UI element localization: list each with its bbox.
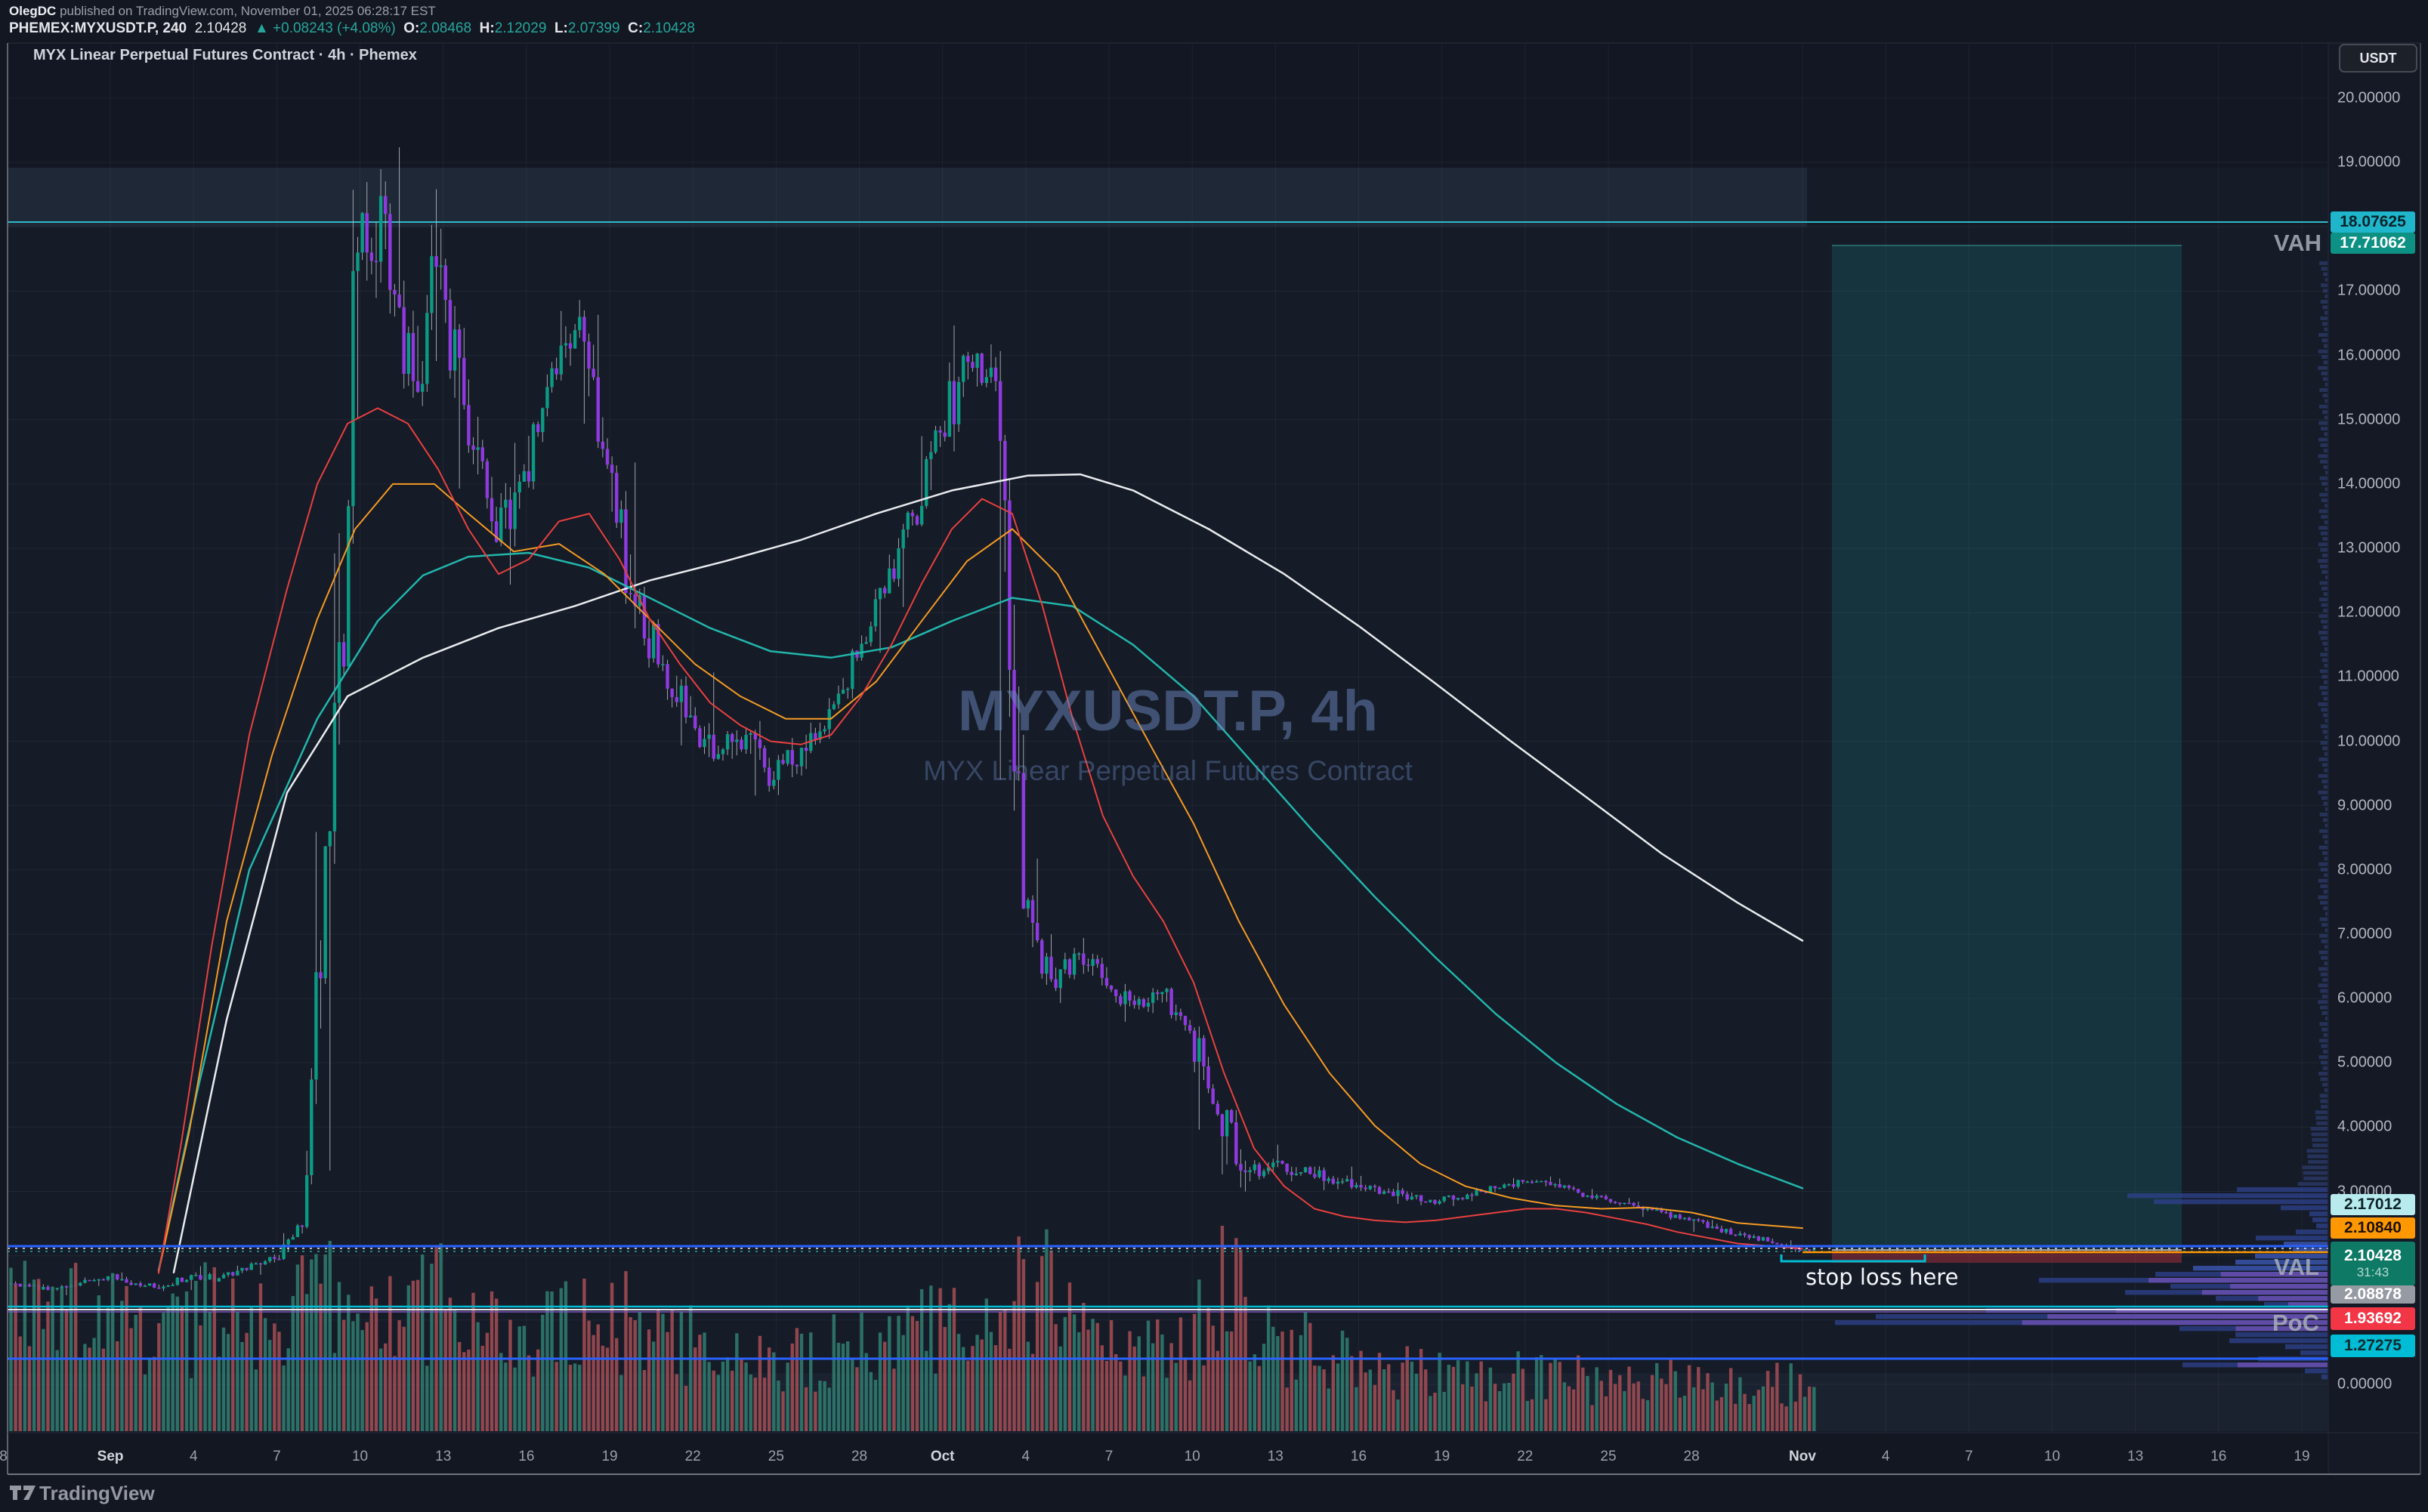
time-scale-label: 13 xyxy=(2127,1449,2144,1464)
price-scale-label: 6.00000 xyxy=(2337,989,2392,1007)
tradingview-logo-icon[interactable] xyxy=(9,1484,36,1505)
time-scale-label: 4 xyxy=(189,1449,198,1464)
price-tag: 1.27275 xyxy=(2331,1335,2415,1357)
time-scale-label: 16 xyxy=(2210,1449,2227,1464)
time-scale-label: 16 xyxy=(1350,1449,1367,1464)
price-tag: 2.10428 31:43 xyxy=(2331,1242,2415,1285)
time-scale-label: 7 xyxy=(1965,1449,1973,1464)
price-scale-label: 19.00000 xyxy=(2337,153,2401,171)
time-scale-label: 25 xyxy=(768,1449,784,1464)
price-scale-label: 17.00000 xyxy=(2337,282,2401,299)
symbol-name: PHEMEX:MYXUSDT.P, 240 xyxy=(9,20,187,36)
publish-text: published on TradingView.com, November 0… xyxy=(56,4,436,18)
tradingview-brand-text[interactable]: TradingView xyxy=(39,1482,155,1504)
price-scale-label: 9.00000 xyxy=(2337,797,2392,814)
chart-legend-title[interactable]: MYX Linear Perpetual Futures Contract · … xyxy=(33,47,417,63)
open-value: 2.08468 xyxy=(419,20,472,36)
stop-loss-annotation[interactable]: stop loss here xyxy=(1806,1264,1959,1290)
time-scale-label: 28 xyxy=(1683,1449,1700,1464)
price-tag: 2.10840 xyxy=(2331,1217,2415,1239)
price-tag: 1.93692 xyxy=(2331,1307,2415,1330)
time-scale-label: 28 xyxy=(0,1449,8,1464)
time-scale-label: 19 xyxy=(1434,1449,1450,1464)
price-scale-label: 20.00000 xyxy=(2337,89,2401,106)
close-value: 2.10428 xyxy=(643,20,695,36)
price-scale-label: 15.00000 xyxy=(2337,411,2401,428)
price-change: +0.08243 (+4.08%) xyxy=(273,20,396,36)
price-scale-label: 10.00000 xyxy=(2337,733,2401,749)
price-scale-label: 12.00000 xyxy=(2337,603,2401,621)
time-scale-label: 7 xyxy=(1104,1449,1114,1464)
price-tag: 17.71062 xyxy=(2331,233,2415,254)
countdown-timer: 31:43 xyxy=(2356,1265,2389,1280)
low-label: L: xyxy=(554,20,568,36)
author-name: OlegDC xyxy=(9,4,57,18)
time-scale-label: 19 xyxy=(601,1449,618,1464)
time-scale-label: 13 xyxy=(435,1449,452,1464)
time-scale-label: 10 xyxy=(351,1449,369,1464)
currency-unit-button[interactable]: USDT xyxy=(2339,44,2417,73)
time-scale-label: 10 xyxy=(2043,1449,2061,1464)
time-scale-label: 28 xyxy=(851,1449,868,1464)
price-scale-label: 16.00000 xyxy=(2337,347,2401,364)
publish-info: OlegDC published on TradingView.com, Nov… xyxy=(9,4,436,19)
time-scale-label: 16 xyxy=(518,1449,535,1464)
vah-label: VAH xyxy=(2273,230,2321,256)
open-label: O: xyxy=(403,20,420,36)
high-value: 2.12029 xyxy=(494,20,547,36)
price-scale-label: 13.00000 xyxy=(2337,539,2401,557)
watermark-symbol: MYXUSDT.P, 4h xyxy=(957,679,1379,743)
time-scale-label: 13 xyxy=(1267,1449,1284,1464)
change-up-icon: ▲ xyxy=(254,20,269,36)
time-scale-label: Nov xyxy=(1789,1449,1816,1464)
time-scale-label: 4 xyxy=(1881,1449,1890,1464)
watermark-description: MYX Linear Perpetual Futures Contract xyxy=(923,755,1413,786)
price-scale-label: 14.00000 xyxy=(2337,475,2401,492)
time-scale-label: 19 xyxy=(2294,1449,2310,1464)
poc-label: PoC xyxy=(2272,1310,2319,1336)
last-price: 2.10428 xyxy=(194,20,247,36)
close-label: C: xyxy=(628,20,644,36)
price-scale-label: 8.00000 xyxy=(2337,861,2392,878)
low-value: 2.07399 xyxy=(567,20,620,36)
high-label: H: xyxy=(479,20,495,36)
price-tag: 2.08878 xyxy=(2331,1285,2415,1304)
price-scale-label: 7.00000 xyxy=(2337,925,2392,943)
price-scale-label: 11.00000 xyxy=(2337,668,2399,685)
time-scale-label: 22 xyxy=(684,1449,701,1464)
price-scale-label: 0.00000 xyxy=(2337,1375,2392,1393)
time-scale-label: Sep xyxy=(97,1449,124,1464)
price-scale-label: 4.00000 xyxy=(2337,1118,2392,1135)
time-scale-label: 10 xyxy=(1184,1449,1200,1464)
price-tag: 18.07625 xyxy=(2331,211,2415,233)
time-scale-label: 22 xyxy=(1517,1449,1534,1464)
price-tag: 2.17012 xyxy=(2331,1194,2415,1215)
price-scale-label: 5.00000 xyxy=(2337,1054,2392,1071)
time-scale-label: 7 xyxy=(273,1449,281,1464)
val-label: VAL xyxy=(2274,1254,2319,1280)
time-scale-label: Oct xyxy=(930,1449,955,1464)
time-scale-label: 4 xyxy=(1021,1449,1030,1464)
symbol-ohlc-row: PHEMEX:MYXUSDT.P, 240 2.10428 ▲ +0.08243… xyxy=(9,20,695,37)
time-scale-label: 25 xyxy=(1600,1449,1617,1464)
